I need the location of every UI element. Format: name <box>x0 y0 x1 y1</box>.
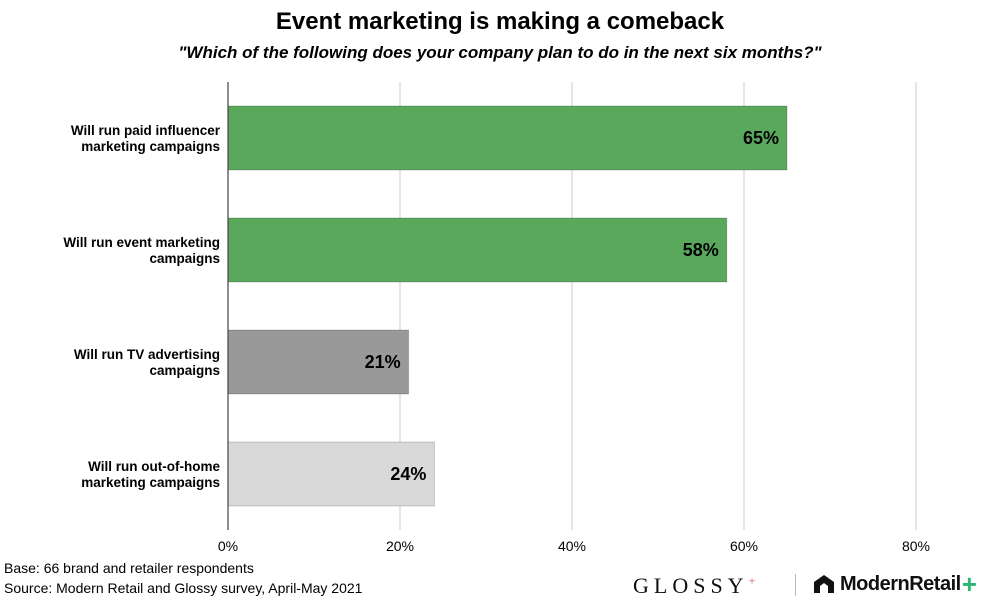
bar-1 <box>227 105 788 171</box>
footnote-source: Source: Modern Retail and Glossy survey,… <box>4 580 363 596</box>
value-label-2: 58% <box>683 240 719 260</box>
category-label-1-line-2: marketing campaigns <box>81 139 220 154</box>
chart-title: Event marketing is making a comeback <box>275 8 725 35</box>
category-label-2-line-2: campaigns <box>149 251 220 266</box>
category-label-4-line-1: Will run out-of-home <box>88 459 220 474</box>
modern-retail-logo-text: ModernRetail <box>840 572 961 595</box>
footnote-base: Base: 66 brand and retailer respondents <box>4 560 254 576</box>
chart-subtitle: "Which of the following does your compan… <box>178 43 822 62</box>
category-label-2-line-1: Will run event marketing <box>63 235 220 250</box>
category-label-3-line-2: campaigns <box>149 363 220 378</box>
category-label-3-line-1: Will run TV advertising <box>74 347 220 362</box>
modern-retail-logo-plus: + <box>961 569 977 599</box>
category-label-1-line-1: Will run paid influencer <box>71 123 221 138</box>
bar-4 <box>227 441 435 507</box>
glossy-logo-plus: + <box>748 573 756 588</box>
glossy-logo-text: GLOSSY <box>633 573 749 598</box>
modern-retail-house-icon <box>814 575 834 593</box>
x-tick-label-20: 20% <box>386 538 414 554</box>
x-tick-label-80: 80% <box>902 538 930 554</box>
x-tick-label-0: 0% <box>218 538 238 554</box>
value-label-3: 21% <box>365 352 401 372</box>
bar-2 <box>227 217 728 283</box>
bar-3 <box>227 329 410 395</box>
logo-divider <box>795 574 796 596</box>
x-tick-label-60: 60% <box>730 538 758 554</box>
x-tick-label-40: 40% <box>558 538 586 554</box>
value-label-1: 65% <box>743 128 779 148</box>
modern-retail-logo: ModernRetail + <box>813 571 977 597</box>
value-label-4: 24% <box>390 464 426 484</box>
category-label-4-line-2: marketing campaigns <box>81 475 220 490</box>
glossy-logo: GLOSSY+ <box>633 573 755 599</box>
